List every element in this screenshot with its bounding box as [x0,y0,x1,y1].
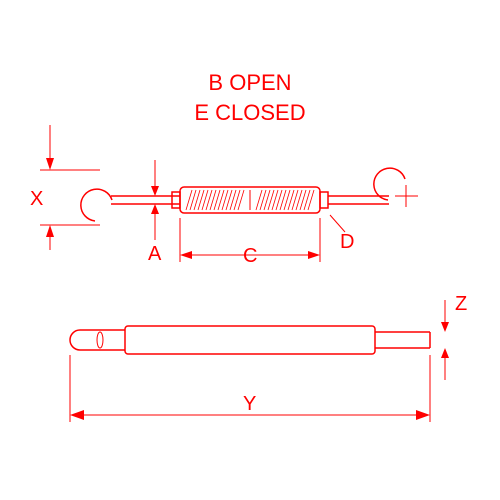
side-body [125,326,375,354]
label-c: C [243,245,257,267]
dim-y: Y [70,355,430,422]
left-hook-icon [81,189,112,221]
label-a: A [148,243,162,265]
label-y: Y [243,393,256,415]
dim-z: Z [441,293,467,380]
title-line-2: E CLOSED [194,100,305,125]
label-x: X [30,188,43,210]
side-view [70,326,430,354]
right-hook-icon [374,168,405,200]
dim-c: C [180,218,320,267]
title-line-1: B OPEN [208,70,291,95]
dim-a: A [148,160,162,265]
label-d: D [340,231,354,253]
label-z: Z [455,293,467,315]
turnbuckle-diagram: B OPEN E CLOSED [0,0,500,500]
dim-x: X [30,125,100,250]
top-view [81,168,418,221]
